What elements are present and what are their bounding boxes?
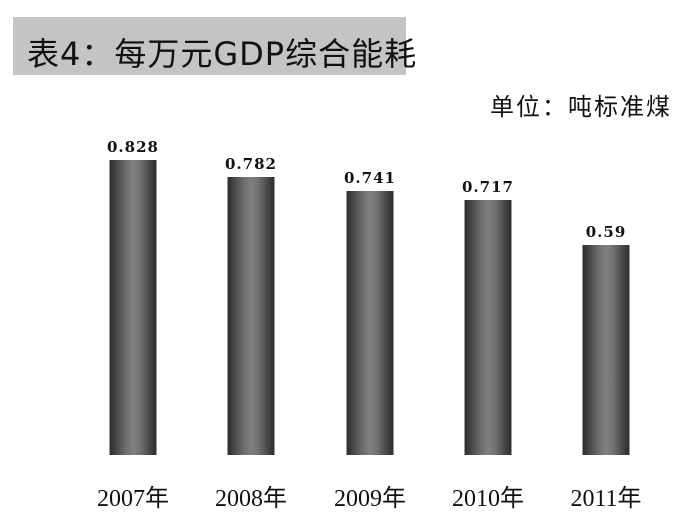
category-label-2011: 2011年: [570, 486, 642, 512]
category-label-2008: 2008年: [215, 486, 287, 512]
chart-title-box: 表4：每万元GDP综合能耗: [13, 17, 416, 75]
value-label-2007: 0.828: [107, 138, 159, 156]
category-label-2007: 2007年: [97, 486, 169, 512]
bar-2007: [109, 160, 157, 455]
chart-title: 表4：每万元GDP综合能耗: [27, 35, 418, 73]
bar-2008: [227, 177, 275, 455]
category-label-2010: 2010年: [452, 486, 524, 512]
value-label-2009: 0.741: [344, 169, 396, 187]
category-label-2009: 2009年: [334, 486, 406, 512]
unit-label: 单位：吨标准煤: [490, 93, 672, 121]
bar-2010: [464, 200, 512, 455]
bar-2009: [346, 191, 394, 455]
value-label-2010: 0.717: [462, 178, 514, 196]
bar-2011: [582, 245, 630, 455]
value-label-2011: 0.59: [585, 223, 627, 241]
value-label-2008: 0.782: [225, 155, 277, 173]
